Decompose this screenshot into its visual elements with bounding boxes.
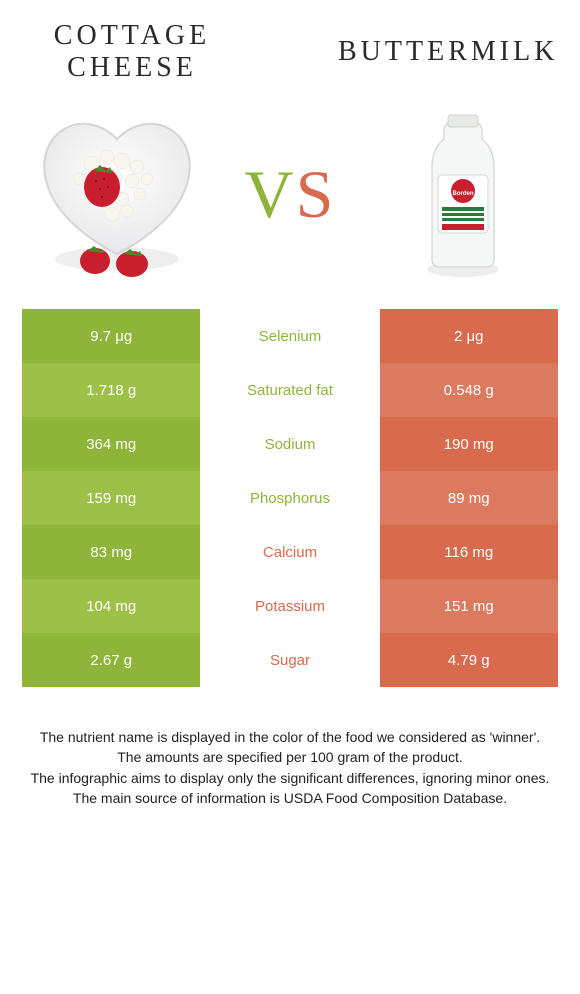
header: COTTAGE CHEESE BUTTERMILK xyxy=(22,20,558,84)
left-value: 159 mg xyxy=(22,471,200,525)
buttermilk-image: Borden xyxy=(368,109,558,279)
vs-letter-v: V xyxy=(245,156,296,232)
left-value: 9.7 μg xyxy=(22,309,200,363)
cottage-cheese-image xyxy=(22,109,212,279)
footer-line-4: The main source of information is USDA F… xyxy=(28,788,552,808)
left-value: 104 mg xyxy=(22,579,200,633)
nutrient-row: 364 mgSodium190 mg xyxy=(22,417,558,471)
nutrient-row: 104 mgPotassium151 mg xyxy=(22,579,558,633)
vs-letter-s: S xyxy=(296,156,336,232)
nutrient-name: Sodium xyxy=(200,417,379,471)
nutrient-row: 1.718 gSaturated fat0.548 g xyxy=(22,363,558,417)
images-row: VS Borden xyxy=(22,104,558,284)
right-value: 190 mg xyxy=(380,417,558,471)
footer-notes: The nutrient name is displayed in the co… xyxy=(22,727,558,808)
left-food-title: COTTAGE CHEESE xyxy=(22,20,242,84)
nutrient-name: Potassium xyxy=(200,579,379,633)
nutrient-row: 9.7 μgSelenium2 μg xyxy=(22,309,558,363)
right-value: 4.79 g xyxy=(380,633,558,687)
nutrient-row: 2.67 gSugar4.79 g xyxy=(22,633,558,687)
footer-line-2: The amounts are specified per 100 gram o… xyxy=(28,747,552,767)
left-value: 2.67 g xyxy=(22,633,200,687)
right-value: 0.548 g xyxy=(380,363,558,417)
right-value: 89 mg xyxy=(380,471,558,525)
footer-line-1: The nutrient name is displayed in the co… xyxy=(28,727,552,747)
svg-text:Borden: Borden xyxy=(453,191,474,197)
left-value: 83 mg xyxy=(22,525,200,579)
nutrient-name: Calcium xyxy=(200,525,379,579)
nutrient-row: 83 mgCalcium116 mg xyxy=(22,525,558,579)
right-value: 151 mg xyxy=(380,579,558,633)
nutrient-name: Selenium xyxy=(200,309,379,363)
nutrient-table: 9.7 μgSelenium2 μg1.718 gSaturated fat0.… xyxy=(22,309,558,687)
nutrient-name: Phosphorus xyxy=(200,471,379,525)
footer-line-3: The infographic aims to display only the… xyxy=(28,768,552,788)
right-value: 2 μg xyxy=(380,309,558,363)
nutrient-name: Sugar xyxy=(200,633,379,687)
right-food-title: BUTTERMILK xyxy=(338,36,558,68)
vs-badge: VS xyxy=(245,155,336,234)
nutrient-row: 159 mgPhosphorus89 mg xyxy=(22,471,558,525)
left-value: 1.718 g xyxy=(22,363,200,417)
nutrient-name: Saturated fat xyxy=(200,363,379,417)
right-value: 116 mg xyxy=(380,525,558,579)
left-value: 364 mg xyxy=(22,417,200,471)
